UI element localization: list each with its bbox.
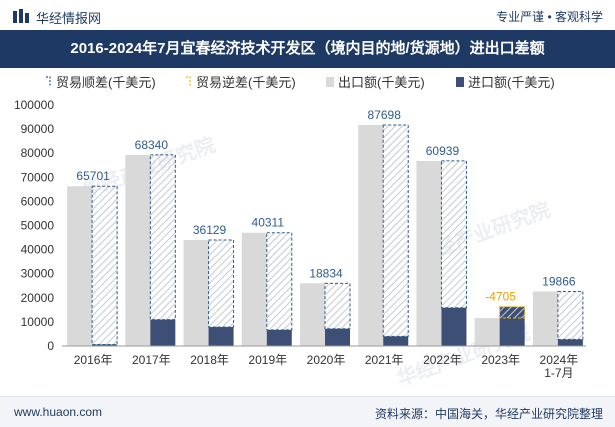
x-tick-label-5: 2021年	[365, 353, 404, 367]
brand-name: 华经情报网	[36, 11, 102, 26]
export-bar-6	[416, 160, 442, 346]
category-group-3: 40311	[241, 216, 293, 346]
legend-swatch-deficit	[186, 76, 191, 87]
footer-url[interactable]: www.huaon.com	[14, 405, 103, 419]
surplus-bar-8	[557, 291, 584, 340]
x-tick-label-8: 2024年	[540, 353, 579, 367]
legend-item-export: 出口额(千美元)	[326, 75, 425, 90]
legend-item-deficit: 贸易逆差(千美元)	[186, 75, 296, 90]
legend-label-import: 进口额(千美元)	[468, 75, 555, 90]
surplus-bar-6	[440, 160, 467, 309]
x-axis: 2016年 2017年 2018年 2019年 2020年 2021年 2022年 2023年…	[62, 345, 586, 380]
surplus-bar-4	[324, 282, 351, 330]
import-bar-6	[441, 307, 467, 346]
chart-title: 2016-2024年7月宜春经济技术开发区（境内目的地/货源地）进出口差额	[0, 30, 615, 68]
legend-swatch-export	[326, 77, 334, 87]
data-label-5: 87698	[368, 108, 402, 122]
data-label-4: 18834	[309, 266, 343, 280]
x-tick-label-7: 2023年	[481, 353, 520, 367]
import-bar-1	[150, 319, 176, 346]
data-label-2: 36129	[193, 223, 227, 237]
y-tick-label-3: 30000	[21, 267, 55, 281]
export-bar-8	[532, 291, 558, 346]
surplus-bar-3	[266, 232, 293, 331]
legend-swatch-surplus	[46, 76, 51, 87]
surplus-bar-1	[149, 154, 176, 321]
export-bar-1	[125, 154, 151, 346]
export-bar-2	[183, 239, 209, 346]
import-bar-0	[92, 344, 118, 346]
data-label-3: 40311	[252, 216, 285, 230]
import-bar-3	[266, 329, 292, 346]
import-bar-2	[208, 327, 234, 346]
export-bar-0	[67, 186, 93, 346]
data-label-6: 60939	[426, 144, 460, 158]
category-group-2: 36129	[183, 223, 235, 346]
x-tick-label-0: 2016年	[74, 353, 113, 367]
y-tick-label-1: 10000	[21, 315, 55, 329]
category-group-5: 87698	[358, 108, 409, 347]
x-tick-label-4: 2020年	[307, 353, 346, 367]
data-label-0: 65701	[76, 169, 110, 183]
brand-logo-icon	[13, 9, 29, 23]
category-group-4: 18834	[300, 266, 351, 346]
y-tick-label-5: 50000	[21, 219, 55, 233]
export-bar-5	[358, 125, 384, 347]
surplus-bar-5	[382, 124, 409, 337]
export-bar-3	[241, 232, 267, 346]
y-tick-label-8: 80000	[21, 146, 55, 160]
x-tick-label-6: 2022年	[423, 353, 462, 367]
brand-slogan: 专业严谨 • 客观科学	[496, 10, 603, 24]
import-bar-4	[325, 328, 350, 346]
chart-area: 贸易顺差(千美元) 贸易逆差(千美元) 出口额(千美元) 进口额(千美元) 华经产业研…	[14, 75, 586, 391]
import-bar-5	[383, 336, 409, 346]
x-tick-label-3: 2019年	[248, 353, 287, 367]
plot-bars: 65701 68340 36129 40311 18834 87698 60939 -4705…	[67, 108, 584, 347]
y-tick-label-9: 90000	[21, 122, 55, 136]
legend-label-surplus: 贸易顺差(千美元)	[56, 75, 156, 90]
deficit-bar-7	[499, 306, 526, 319]
top-bar: 华经情报网 专业严谨 • 客观科学	[0, 0, 615, 30]
legend-item-surplus: 贸易顺差(千美元)	[46, 75, 156, 90]
export-bar-4	[300, 283, 325, 346]
category-group-7: -4705	[474, 290, 526, 346]
y-tick-label-7: 70000	[21, 170, 55, 184]
legend-label-deficit: 贸易逆差(千美元)	[196, 75, 296, 90]
import-bar-8	[557, 339, 583, 346]
footer-source: 资料来源：中国海关，华经产业研究院整理	[374, 407, 603, 421]
x-tick-label-8-line1: 1-7月	[544, 366, 573, 380]
category-group-1: 68340	[125, 138, 176, 346]
surplus-bar-0	[91, 185, 118, 346]
y-tick-label-2: 20000	[21, 291, 55, 305]
y-axis: 0 10000 20000 30000 40000 50000 60000 70000 8000…	[14, 98, 54, 353]
legend-swatch-import	[456, 77, 464, 87]
surplus-bar-2	[208, 239, 235, 328]
y-tick-label-4: 40000	[21, 243, 55, 257]
x-tick-label-2: 2018年	[190, 353, 229, 367]
export-bar-7	[474, 318, 500, 346]
chart-legend: 贸易顺差(千美元) 贸易逆差(千美元) 出口额(千美元) 进口额(千美元)	[46, 75, 555, 90]
category-group-6: 60939	[416, 144, 467, 346]
x-tick-label-1: 2017年	[132, 353, 171, 367]
data-label-7: -4705	[485, 290, 516, 304]
data-label-8: 19866	[542, 275, 576, 289]
y-tick-label-10: 100000	[14, 98, 54, 112]
legend-label-export: 出口额(千美元)	[338, 75, 425, 90]
legend-item-import: 进口额(千美元)	[456, 75, 555, 90]
data-label-1: 68340	[135, 138, 169, 152]
category-group-0: 65701	[67, 169, 118, 346]
footer: www.huaon.com 资料来源：中国海关，华经产业研究院整理	[0, 396, 615, 427]
category-group-8: 19866	[532, 275, 584, 346]
y-tick-label-0: 0	[47, 339, 54, 353]
y-tick-label-6: 60000	[21, 194, 55, 208]
